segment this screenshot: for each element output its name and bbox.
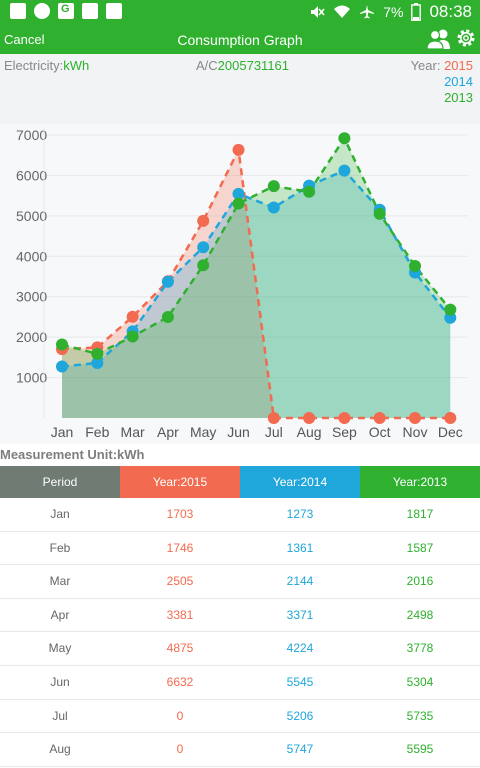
mute-icon bbox=[311, 6, 325, 18]
image-icon bbox=[10, 3, 26, 19]
y-tick-label: 7000 bbox=[16, 127, 47, 143]
chart-svg: 1000 2000 3000 4000 5000 6000 7000 Jan Feb Mar Apr… bbox=[16, 127, 468, 440]
data-point-2015 bbox=[444, 412, 457, 424]
x-tick-label: Jul bbox=[265, 424, 283, 440]
notification-icons: G bbox=[10, 3, 122, 19]
table-row: Feb 1746 1361 1587 bbox=[0, 532, 480, 566]
status-bar: G 7% 08:38 bbox=[0, 0, 480, 24]
data-point-2014 bbox=[161, 275, 174, 288]
table-row: May 4875 4224 3778 bbox=[0, 632, 480, 666]
measurement-unit: Measurement Unit:kWh bbox=[0, 447, 145, 462]
table-header: Period Year:2015 Year:2014 Year:2013 bbox=[0, 466, 480, 498]
google-plus-icon: G bbox=[58, 3, 74, 19]
data-point-2013 bbox=[197, 259, 210, 272]
data-point-2013 bbox=[91, 347, 104, 360]
x-tick-label: Oct bbox=[369, 424, 391, 440]
gear-icon[interactable] bbox=[455, 27, 477, 49]
info-bar: Electricity:kWh A/C2005731161 Year: 2015… bbox=[0, 54, 480, 124]
table-row: Jun 6632 5545 5304 bbox=[0, 666, 480, 700]
x-tick-label: May bbox=[190, 424, 216, 440]
data-point-2015 bbox=[232, 143, 245, 156]
legend-2013: 2013 bbox=[444, 90, 473, 105]
page-title: Consumption Graph bbox=[177, 32, 303, 48]
year-legend: Year: 2015 2014 2013 bbox=[410, 58, 473, 105]
electricity-unit-label: Electricity:kWh bbox=[4, 58, 90, 73]
data-point-2014 bbox=[56, 360, 68, 373]
wifi-icon bbox=[334, 5, 351, 18]
x-tick-label: Mar bbox=[121, 424, 145, 440]
data-point-2013 bbox=[409, 259, 421, 272]
data-point-2014 bbox=[232, 187, 245, 200]
data-point-2015 bbox=[267, 412, 280, 424]
header-period: Period bbox=[0, 466, 120, 498]
clock: 08:38 bbox=[429, 2, 472, 21]
y-tick-label: 4000 bbox=[16, 248, 47, 264]
table-row: Jan 1703 1273 1817 bbox=[0, 498, 480, 532]
data-point-2013 bbox=[56, 338, 68, 351]
x-tick-label: Sep bbox=[332, 424, 357, 440]
battery-percent: 7% bbox=[383, 4, 404, 20]
data-point-2013 bbox=[373, 207, 386, 220]
x-tick-label: Jun bbox=[227, 424, 250, 440]
system-icons: 7% 08:38 bbox=[309, 2, 472, 22]
data-point-2013 bbox=[232, 197, 245, 210]
consumption-chart: 1000 2000 3000 4000 5000 6000 7000 Jan Feb Mar Apr… bbox=[0, 124, 480, 444]
bag-icon bbox=[106, 3, 122, 19]
legend-2015: 2015 bbox=[444, 58, 473, 73]
y-tick-label: 2000 bbox=[16, 329, 47, 345]
data-point-2013 bbox=[444, 303, 457, 316]
header-2014: Year:2014 bbox=[240, 466, 360, 498]
series-line-2013 bbox=[61, 135, 452, 356]
battery-icon bbox=[411, 3, 422, 21]
cancel-button[interactable]: Cancel bbox=[4, 32, 45, 47]
y-tick-label: 6000 bbox=[16, 167, 47, 183]
app-bar: Cancel Consumption Graph bbox=[0, 24, 480, 54]
legend-2014: 2014 bbox=[444, 74, 473, 89]
data-point-2013 bbox=[338, 132, 351, 145]
series-area-2014 bbox=[62, 170, 451, 418]
data-point-2015 bbox=[409, 412, 421, 424]
data-point-2015 bbox=[373, 412, 386, 424]
x-tick-label: Dec bbox=[438, 424, 463, 440]
y-tick-label: 5000 bbox=[16, 208, 47, 224]
data-point-2015 bbox=[197, 214, 210, 227]
table-row: Aug 0 5747 5595 bbox=[0, 733, 480, 767]
table-body: Jan 1703 1273 1817 Feb 1746 1361 1587 Mar 2505 2… bbox=[0, 498, 480, 767]
data-point-2015 bbox=[338, 412, 351, 424]
data-point-2013 bbox=[126, 330, 139, 343]
data-point-2015 bbox=[126, 310, 139, 323]
table-row: Mar 2505 2144 2016 bbox=[0, 565, 480, 599]
data-point-2013 bbox=[267, 180, 280, 193]
account-number: A/C2005731161 bbox=[196, 58, 290, 73]
data-point-2013 bbox=[161, 311, 174, 324]
header-2013: Year:2013 bbox=[360, 466, 480, 498]
data-point-2014 bbox=[91, 356, 104, 369]
users-icon[interactable] bbox=[426, 28, 452, 50]
x-tick-label: Feb bbox=[85, 424, 109, 440]
x-tick-label: Aug bbox=[297, 424, 322, 440]
y-tick-label: 3000 bbox=[16, 289, 47, 305]
sim-icon bbox=[82, 3, 98, 19]
x-tick-label: Apr bbox=[157, 424, 179, 440]
data-point-2014 bbox=[197, 241, 210, 254]
table-row: Jul 0 5206 5735 bbox=[0, 700, 480, 734]
header-2015: Year:2015 bbox=[120, 466, 240, 498]
x-tick-label: Nov bbox=[403, 424, 428, 440]
x-tick-label: Jan bbox=[51, 424, 74, 440]
y-tick-label: 1000 bbox=[16, 370, 47, 386]
data-point-2013 bbox=[303, 185, 316, 198]
data-point-2014 bbox=[267, 201, 280, 214]
circle-app-icon bbox=[34, 3, 50, 19]
table-row: Apr 3381 3371 2498 bbox=[0, 599, 480, 633]
airplane-icon bbox=[360, 5, 375, 19]
data-point-2014 bbox=[338, 164, 351, 177]
data-point-2015 bbox=[303, 412, 316, 424]
